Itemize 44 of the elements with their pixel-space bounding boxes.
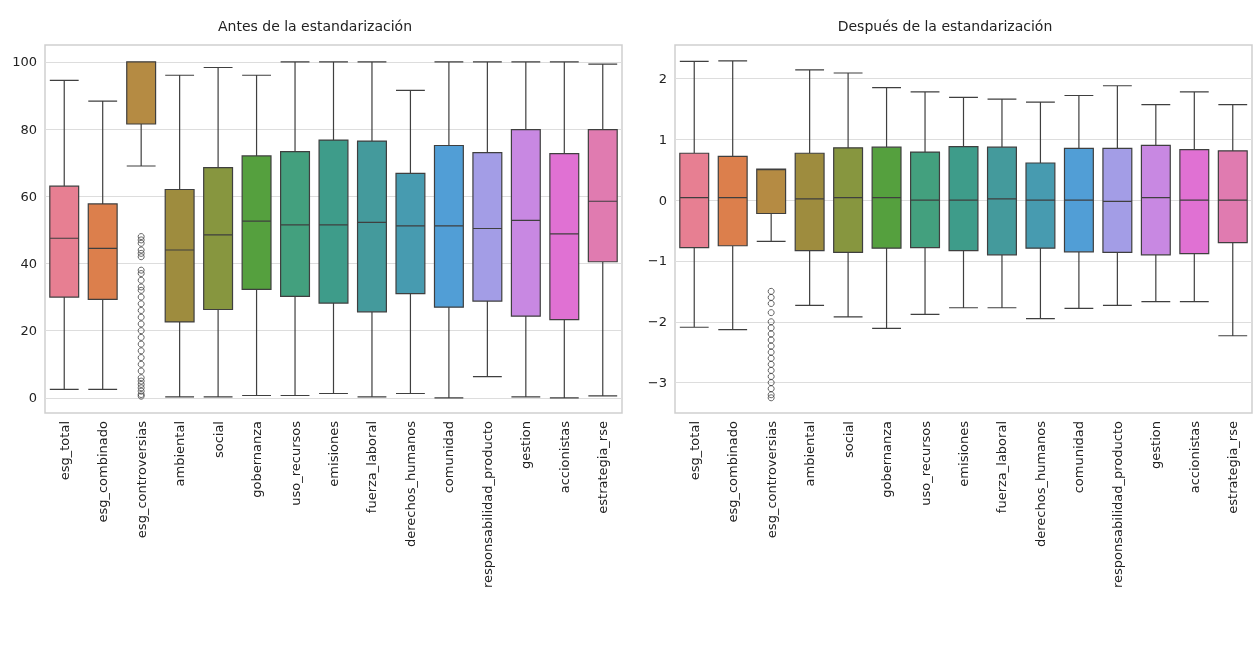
y-tick-label: 20 xyxy=(20,323,37,339)
x-tick-label: comunidad xyxy=(441,421,457,494)
x-tick-label: uso_recursos xyxy=(917,420,933,506)
y-tick-label: 80 xyxy=(20,121,37,137)
x-tick-label: ambiental xyxy=(802,421,818,487)
x-tick-label: accionistas xyxy=(556,420,572,494)
x-tick-label: comunidad xyxy=(1071,421,1087,494)
y-tick-label: 0 xyxy=(658,192,667,208)
x-tick-label: esg_combinado xyxy=(725,420,741,523)
y-tick-label: 2 xyxy=(658,70,667,86)
x-tick-label: gestion xyxy=(518,421,534,469)
x-tick-label: estrategia_rse xyxy=(1225,421,1241,514)
x-tick-label: derechos_humanos xyxy=(402,420,418,547)
y-tick-label: 100 xyxy=(12,54,37,70)
y-tick-label: −1 xyxy=(647,253,667,269)
y-tick-label: −3 xyxy=(647,375,667,391)
x-tick-label: gobernanza xyxy=(249,421,265,498)
chart-title: Antes de la estandarización xyxy=(217,18,413,34)
x-tick-label: derechos_humanos xyxy=(1032,420,1048,547)
y-tick-label: 60 xyxy=(20,188,37,204)
x-tick-label: accionistas xyxy=(1186,420,1202,494)
x-tick-label: estrategia_rse xyxy=(595,421,611,514)
x-tick-label: responsabilidad_producto xyxy=(1109,420,1125,589)
x-tick-label: esg_total xyxy=(686,421,702,481)
x-tick-label: emisiones xyxy=(956,420,971,487)
y-tick-label: 1 xyxy=(658,131,667,147)
x-tick-label: uso_recursos xyxy=(287,420,303,506)
x-tick-label: social xyxy=(210,421,226,459)
x-tick-label: social xyxy=(840,421,856,459)
y-tick-label: −2 xyxy=(647,314,667,330)
chart-title: Después de la estandarización xyxy=(837,18,1053,34)
x-tick-label: esg_total xyxy=(56,421,72,481)
x-tick-label: gobernanza xyxy=(879,421,895,498)
x-tick-label: emisiones xyxy=(326,420,341,487)
x-tick-label: ambiental xyxy=(172,421,188,487)
y-tick-label: 0 xyxy=(28,390,37,406)
x-tick-label: gestion xyxy=(1148,421,1164,469)
x-tick-label: esg_controversias xyxy=(763,420,779,539)
x-tick-label: responsabilidad_producto xyxy=(479,420,495,589)
y-tick-label: 40 xyxy=(20,255,37,271)
x-tick-label: esg_combinado xyxy=(95,420,111,523)
x-tick-label: esg_controversias xyxy=(133,420,149,539)
x-tick-label: fuerza_laboral xyxy=(364,421,380,514)
x-tick-label: fuerza_laboral xyxy=(994,421,1010,514)
